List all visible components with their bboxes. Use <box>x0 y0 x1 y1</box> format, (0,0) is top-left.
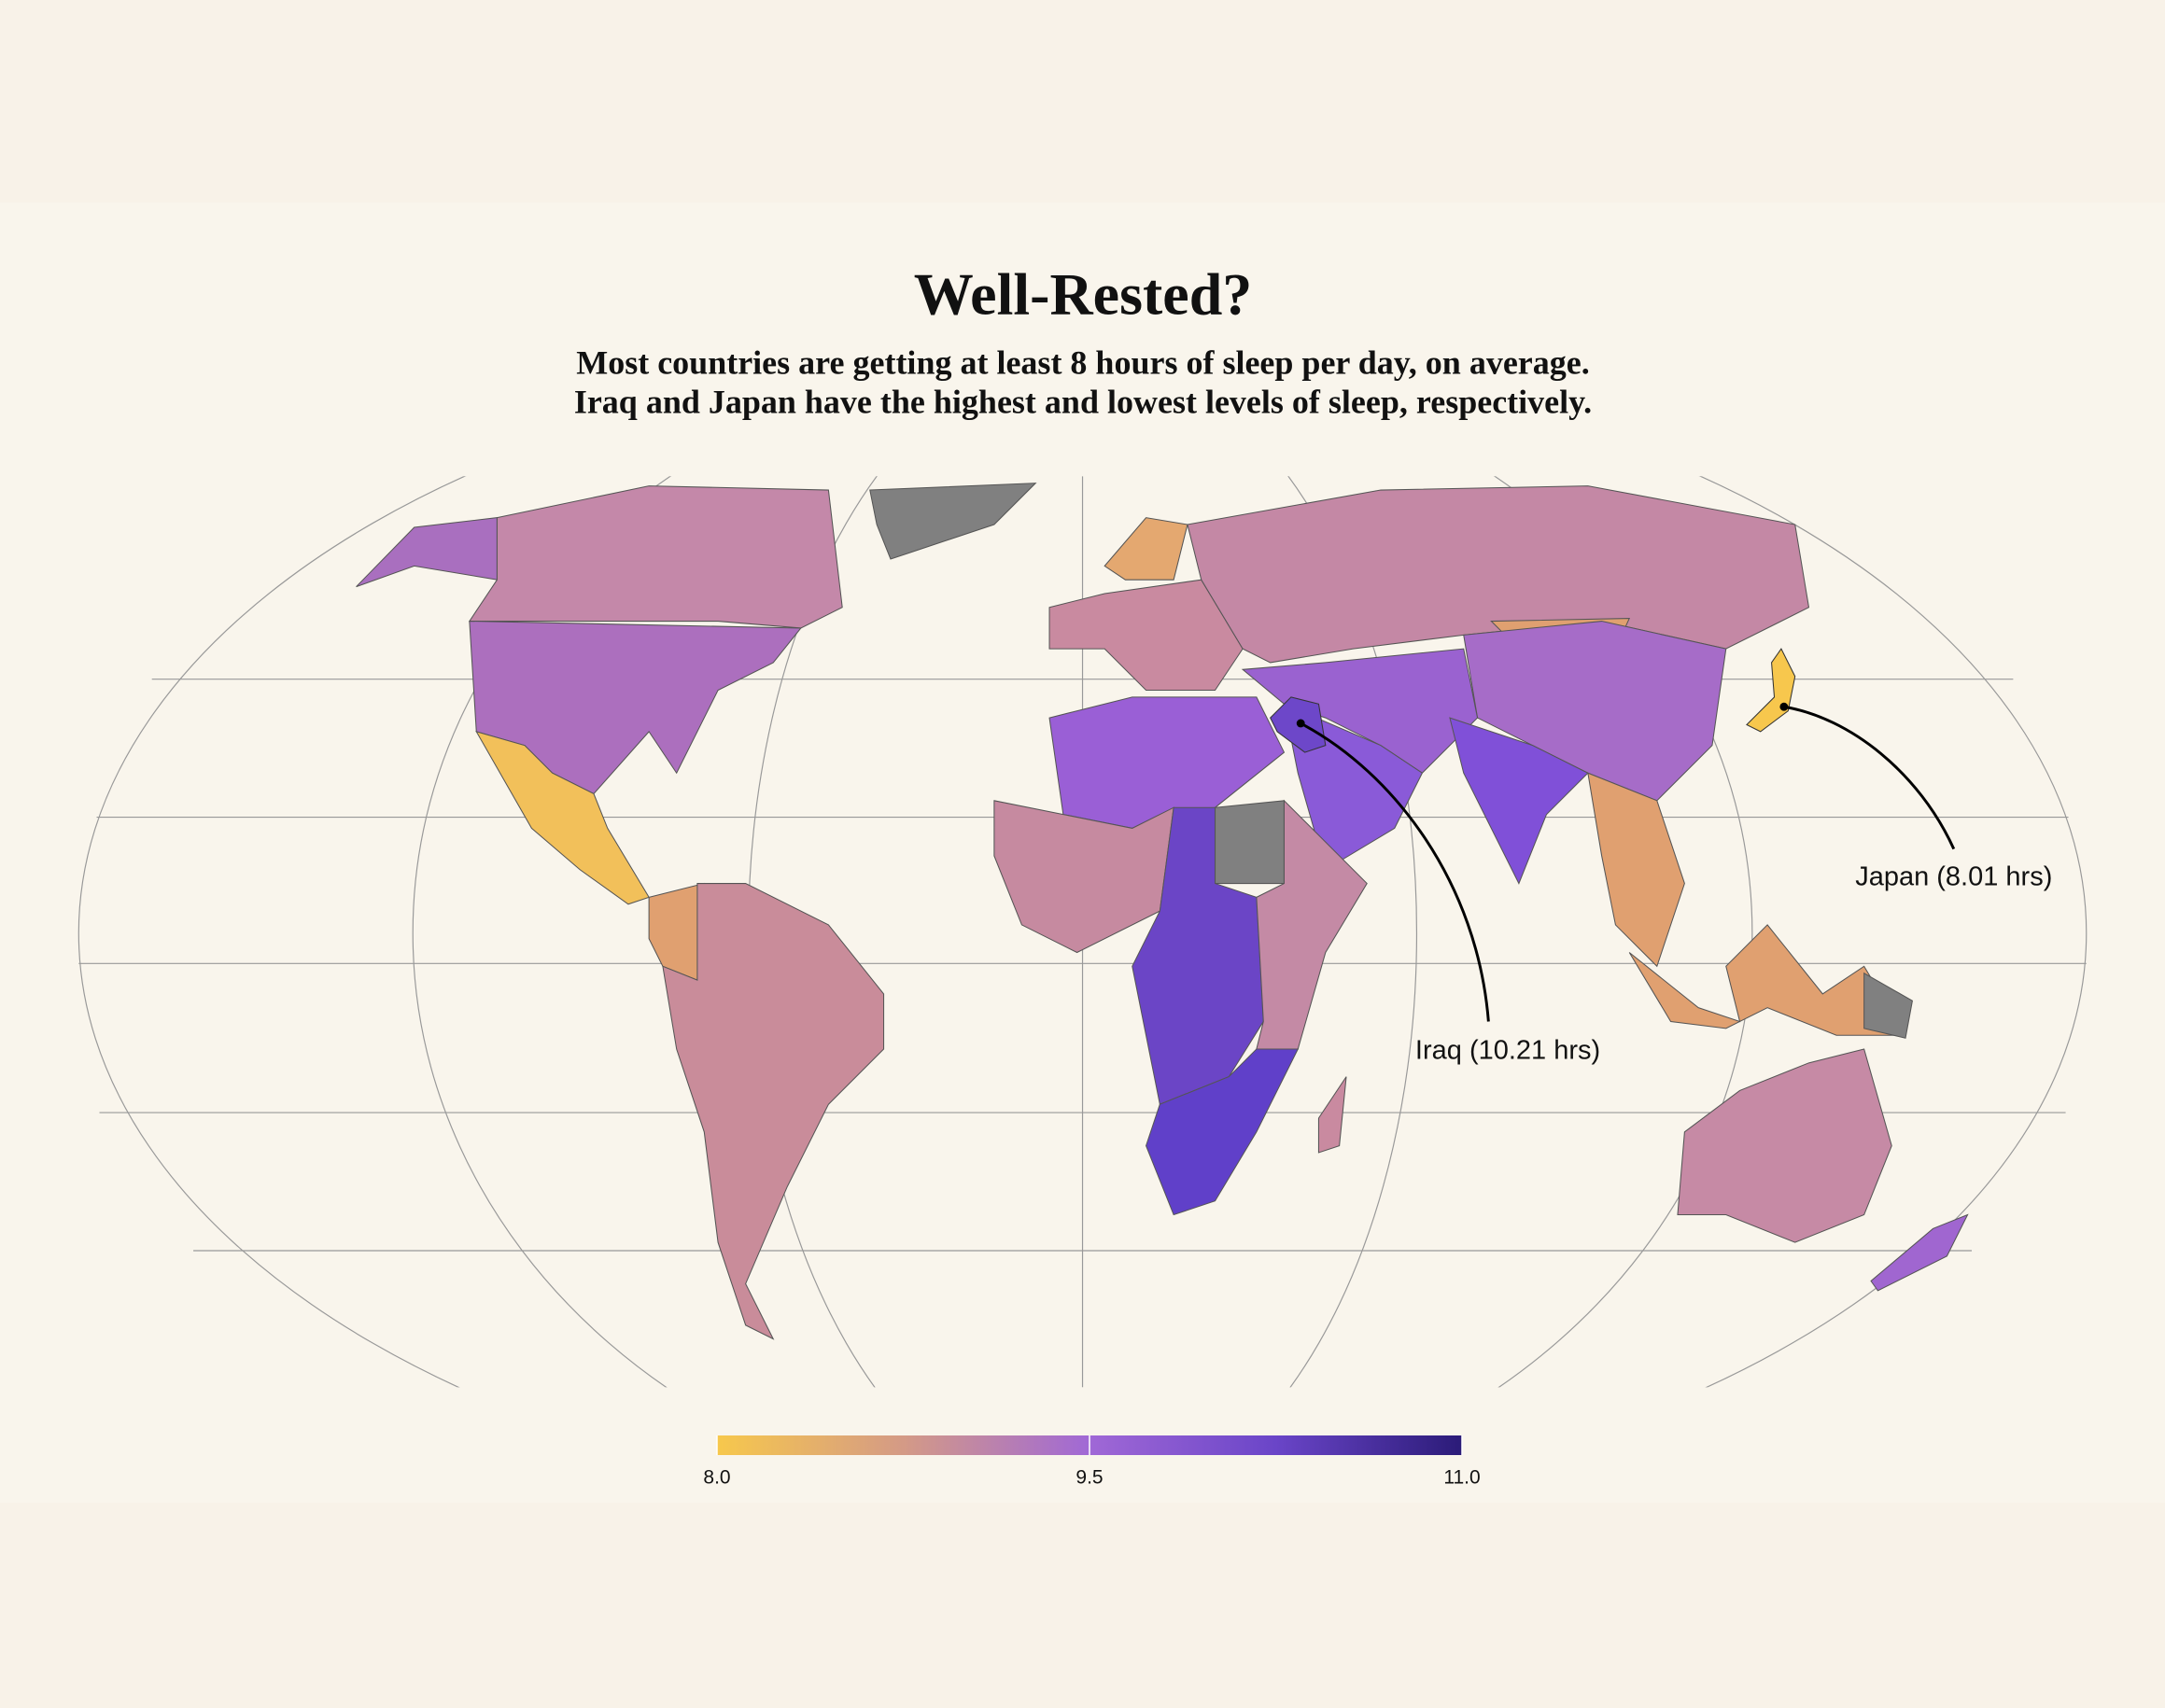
chart-title: Well-Rested? <box>914 261 1253 328</box>
annotation: Japan (8.01 hrs) <box>1855 861 2052 891</box>
annotation-arrow <box>1783 705 1956 850</box>
annotation-arrow <box>1300 721 1490 1022</box>
annotation: Iraq (10.21 hrs) <box>1415 1036 1600 1066</box>
subtitle: Iraq and Japan have the highest and lowe… <box>574 383 1592 420</box>
colorbar: 8.0 9.5 11.0 <box>703 1435 1481 1489</box>
subtitle: Most countries are getting at least 8 ho… <box>576 343 1590 381</box>
country <box>1746 648 1796 733</box>
land <box>356 483 1969 1340</box>
colorbar-tick-label: 8.0 <box>703 1467 730 1489</box>
map <box>78 476 2088 1388</box>
colorbar-tick-label: 11.0 <box>1443 1467 1480 1489</box>
annotation-arrowhead <box>1296 719 1305 728</box>
colorbar-tick-label: 9.5 <box>1075 1467 1103 1489</box>
annotation-arrowhead <box>1779 702 1789 711</box>
